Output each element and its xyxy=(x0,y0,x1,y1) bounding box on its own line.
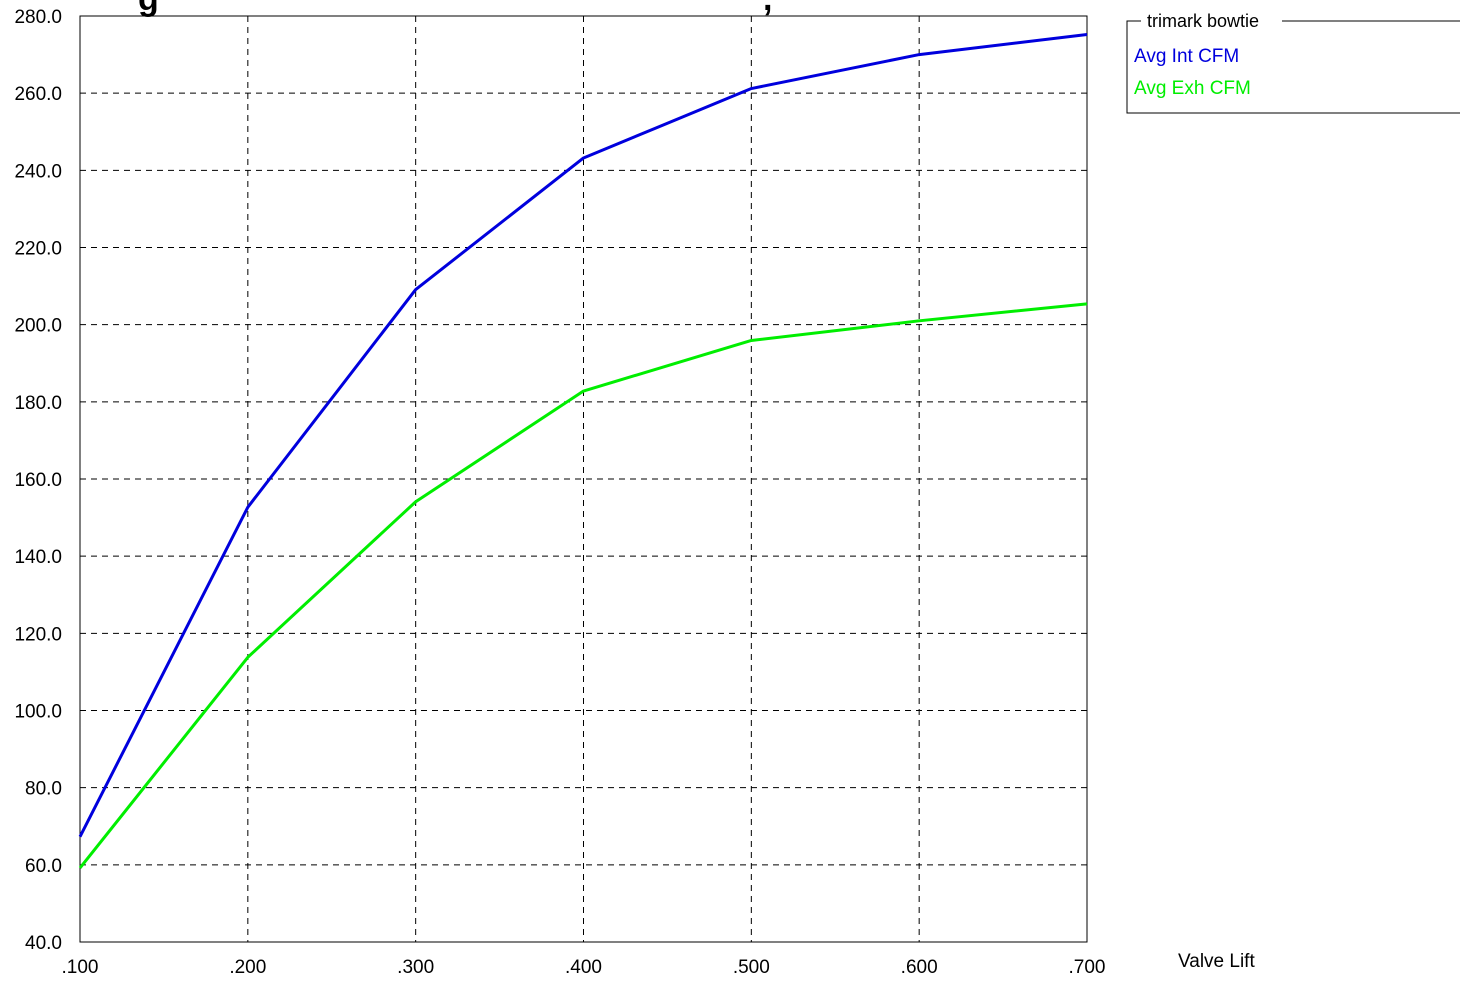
x-tick-label: .200 xyxy=(229,957,266,978)
y-tick-label: 100.0 xyxy=(14,702,62,723)
y-tick-label: 160.0 xyxy=(14,470,62,491)
x-tick-label: .500 xyxy=(733,957,770,978)
y-tick-label: 200.0 xyxy=(14,316,62,337)
y-tick-label: 40.0 xyxy=(25,933,62,954)
x-tick-label: .300 xyxy=(397,957,434,978)
chart-title-fragment-right: , xyxy=(763,0,772,18)
legend-item-avg-exh-cfm: Avg Exh CFM xyxy=(1134,78,1251,99)
y-tick-label: 240.0 xyxy=(14,161,62,182)
legend-box: trimark bowtie Avg Int CFM Avg Exh CFM xyxy=(1126,11,1460,114)
grid-lines xyxy=(80,16,1087,942)
legend-item-avg-int-cfm: Avg Int CFM xyxy=(1134,46,1239,67)
x-axis-label: Valve Lift xyxy=(1178,951,1255,972)
x-axis-ticks: .100 .200 .300 .400 .500 .600 .700 xyxy=(62,957,1106,978)
y-tick-label: 260.0 xyxy=(14,84,62,105)
x-tick-label: .600 xyxy=(901,957,938,978)
chart-title-fragment-left: g xyxy=(138,0,159,18)
legend-title: trimark bowtie xyxy=(1147,11,1259,31)
series-line-avg-int-cfm xyxy=(78,33,1088,838)
y-tick-label: 220.0 xyxy=(14,239,62,260)
y-tick-label: 120.0 xyxy=(14,624,62,645)
y-tick-label: 60.0 xyxy=(25,856,62,877)
y-tick-label: 280.0 xyxy=(14,7,62,28)
plot-area-border xyxy=(79,15,1088,943)
x-tick-label: .400 xyxy=(565,957,602,978)
series-line-avg-exh-cfm xyxy=(78,302,1088,869)
y-tick-label: 140.0 xyxy=(14,547,62,568)
x-tick-label: .100 xyxy=(62,957,99,978)
series-lines xyxy=(78,33,1088,869)
x-tick-label: .700 xyxy=(1069,957,1106,978)
y-tick-label: 180.0 xyxy=(14,393,62,414)
y-axis-ticks: 40.0 60.0 80.0 100.0 120.0 140.0 160.0 180.0 200… xyxy=(14,7,62,954)
y-tick-label: 80.0 xyxy=(25,779,62,800)
legend-frame xyxy=(1126,20,1460,114)
